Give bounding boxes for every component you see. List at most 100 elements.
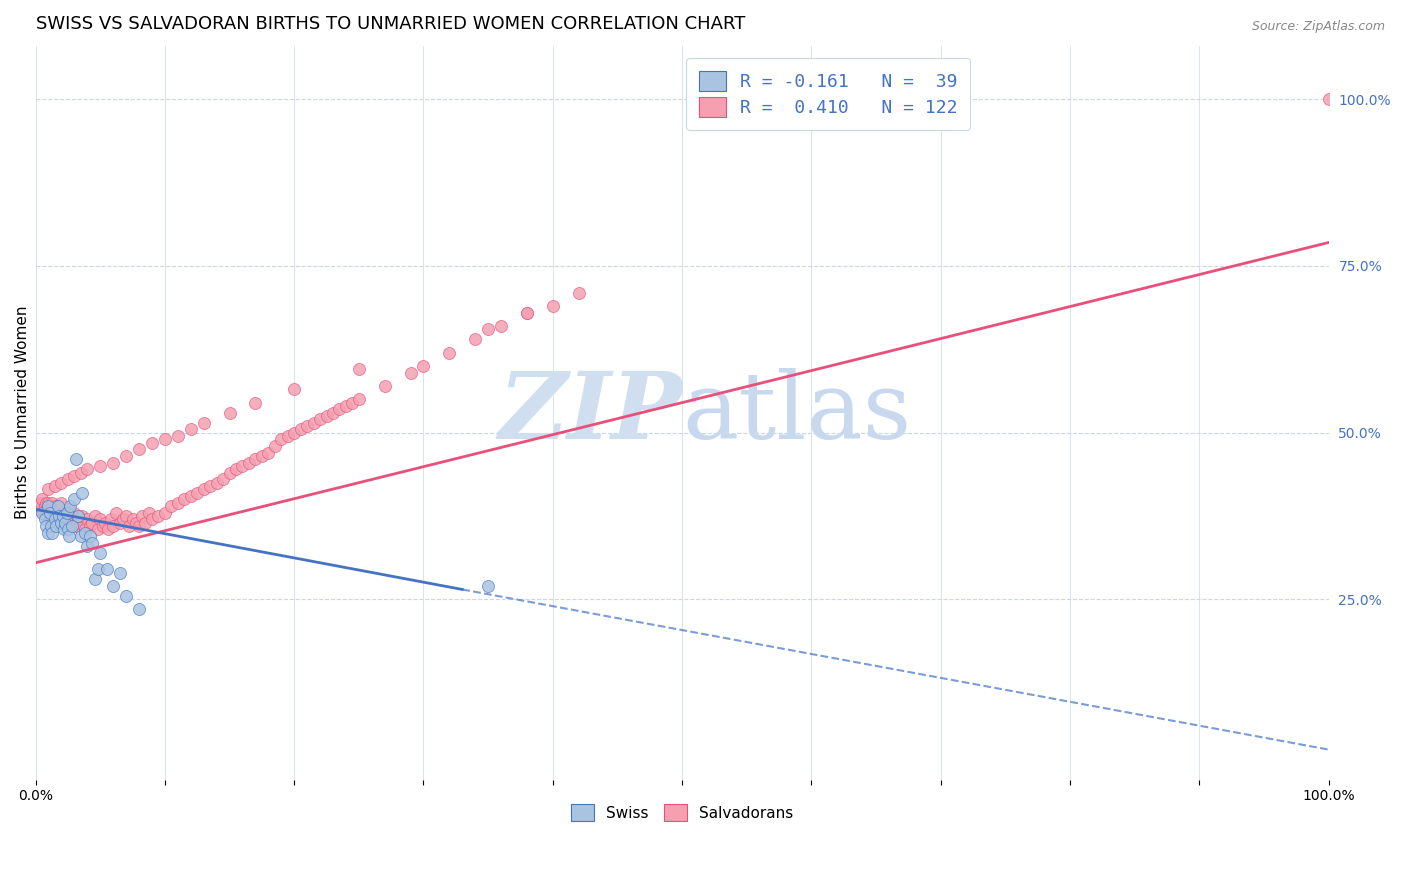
Point: [89, 512, 111, 526]
Point: [477, 322, 499, 336]
Point: [212, 472, 235, 486]
Point: [516, 305, 538, 319]
Point: [347, 392, 370, 407]
Text: SWISS VS SALVADORAN BIRTHS TO UNMARRIED WOMEN CORRELATION CHART: SWISS VS SALVADORAN BIRTHS TO UNMARRIED …: [35, 15, 745, 33]
Point: [315, 409, 337, 423]
Point: [39, 499, 62, 513]
Point: [41, 525, 63, 540]
Point: [76, 512, 98, 526]
Point: [128, 519, 150, 533]
Point: [65, 519, 87, 533]
Point: [37, 496, 59, 510]
Point: [82, 516, 104, 530]
Point: [245, 452, 267, 467]
Point: [193, 416, 215, 430]
Point: [134, 516, 156, 530]
Point: [35, 519, 58, 533]
Point: [27, 502, 49, 516]
Point: [302, 416, 325, 430]
Point: [63, 492, 86, 507]
Point: [283, 382, 305, 396]
Point: [238, 456, 260, 470]
Point: [32, 506, 55, 520]
Point: [41, 502, 63, 516]
Point: [97, 522, 120, 536]
Point: [82, 535, 104, 549]
Point: [58, 529, 80, 543]
Point: [56, 522, 79, 536]
Point: [198, 479, 221, 493]
Point: [193, 483, 215, 497]
Point: [44, 509, 66, 524]
Point: [115, 589, 138, 603]
Point: [34, 512, 56, 526]
Point: [51, 496, 73, 510]
Point: [568, 285, 591, 300]
Point: [309, 412, 332, 426]
Point: [44, 479, 66, 493]
Point: [52, 512, 75, 526]
Point: [76, 539, 98, 553]
Point: [28, 499, 51, 513]
Point: [108, 516, 131, 530]
Point: [277, 429, 299, 443]
Point: [121, 512, 143, 526]
Point: [128, 442, 150, 457]
Point: [31, 506, 53, 520]
Point: [73, 522, 96, 536]
Point: [67, 512, 90, 526]
Point: [35, 509, 58, 524]
Point: [250, 449, 273, 463]
Point: [56, 509, 79, 524]
Point: [51, 516, 73, 530]
Point: [205, 475, 228, 490]
Point: [412, 359, 434, 373]
Point: [70, 485, 93, 500]
Point: [39, 519, 62, 533]
Point: [86, 562, 108, 576]
Point: [38, 506, 60, 520]
Point: [53, 506, 76, 520]
Point: [131, 509, 153, 524]
Point: [347, 362, 370, 376]
Point: [73, 525, 96, 540]
Point: [166, 429, 188, 443]
Point: [141, 512, 163, 526]
Point: [245, 395, 267, 409]
Point: [63, 469, 86, 483]
Point: [112, 512, 135, 526]
Point: [218, 406, 240, 420]
Point: [335, 399, 357, 413]
Point: [231, 458, 253, 473]
Point: [104, 506, 127, 520]
Point: [322, 406, 344, 420]
Point: [45, 519, 67, 533]
Point: [101, 579, 124, 593]
Point: [101, 519, 124, 533]
Point: [439, 345, 461, 359]
Point: [58, 502, 80, 516]
Point: [69, 516, 91, 530]
Point: [138, 506, 160, 520]
Point: [41, 496, 63, 510]
Point: [51, 509, 73, 524]
Point: [37, 483, 59, 497]
Point: [84, 573, 107, 587]
Point: [96, 562, 118, 576]
Point: [53, 516, 76, 530]
Point: [464, 332, 486, 346]
Point: [51, 475, 73, 490]
Point: [263, 439, 285, 453]
Point: [180, 422, 202, 436]
Point: [37, 525, 59, 540]
Point: [69, 529, 91, 543]
Point: [225, 462, 247, 476]
Y-axis label: Births to Unmarried Women: Births to Unmarried Women: [15, 306, 30, 519]
Point: [342, 395, 364, 409]
Point: [59, 512, 82, 526]
Point: [44, 512, 66, 526]
Point: [34, 499, 56, 513]
Point: [108, 566, 131, 580]
Point: [79, 519, 101, 533]
Point: [100, 512, 122, 526]
